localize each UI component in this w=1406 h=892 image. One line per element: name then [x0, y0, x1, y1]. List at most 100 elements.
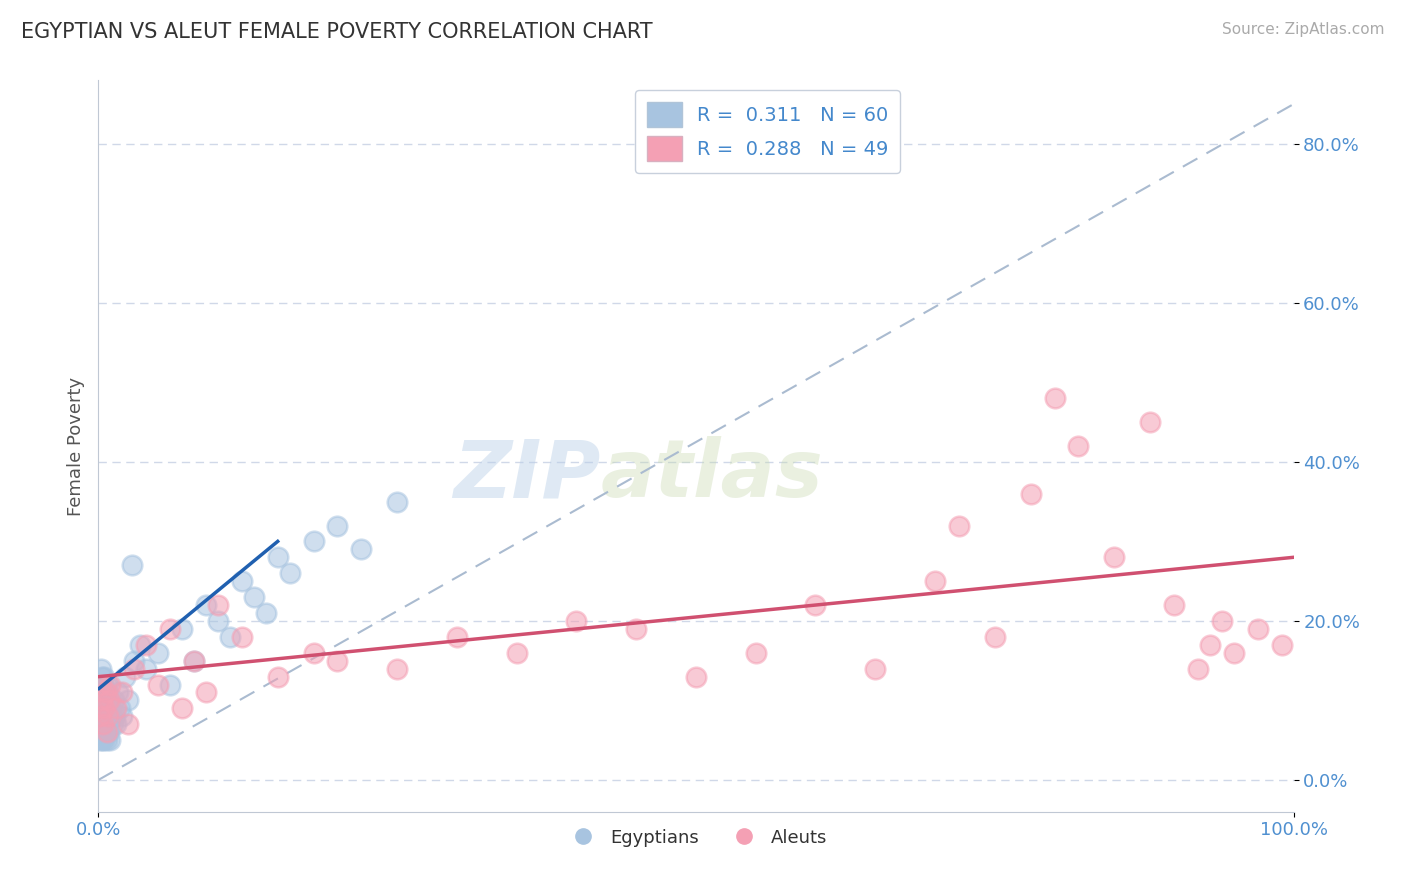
Point	[91, 717, 114, 731]
Point	[93, 717, 115, 731]
Point	[195, 598, 218, 612]
Y-axis label: Female Poverty: Female Poverty	[66, 376, 84, 516]
Point	[107, 685, 129, 699]
Point	[103, 693, 125, 707]
Point	[98, 725, 121, 739]
Point	[506, 646, 529, 660]
Point	[254, 606, 277, 620]
Point	[93, 701, 115, 715]
Point	[111, 685, 134, 699]
Point	[924, 574, 946, 589]
Point	[1043, 392, 1066, 406]
Point	[326, 654, 349, 668]
Point	[385, 494, 409, 508]
Point	[1223, 646, 1246, 660]
Point	[96, 733, 118, 747]
Point	[129, 638, 152, 652]
Text: atlas: atlas	[600, 436, 823, 515]
Point	[1104, 550, 1126, 565]
Point	[93, 733, 115, 747]
Point	[326, 518, 349, 533]
Point	[97, 685, 120, 699]
Point	[278, 566, 301, 581]
Point	[135, 638, 157, 652]
Point	[97, 717, 120, 731]
Point	[91, 669, 114, 683]
Point	[267, 550, 290, 565]
Point	[105, 701, 128, 715]
Point	[984, 630, 1007, 644]
Point	[96, 701, 118, 715]
Point	[148, 677, 170, 691]
Point	[135, 662, 157, 676]
Point	[183, 654, 205, 668]
Point	[117, 717, 139, 731]
Point	[94, 685, 117, 699]
Point	[745, 646, 768, 660]
Point	[93, 693, 115, 707]
Point	[90, 677, 112, 691]
Point	[91, 725, 114, 739]
Point	[91, 693, 114, 707]
Point	[207, 598, 229, 612]
Point	[90, 662, 112, 676]
Point	[93, 669, 115, 683]
Point	[685, 669, 707, 683]
Point	[207, 614, 229, 628]
Point	[1163, 598, 1185, 612]
Point	[195, 685, 218, 699]
Point	[97, 709, 120, 723]
Point	[1271, 638, 1294, 652]
Point	[100, 709, 122, 723]
Point	[90, 701, 112, 715]
Point	[89, 709, 111, 723]
Point	[87, 717, 110, 731]
Point	[148, 646, 170, 660]
Point	[124, 662, 146, 676]
Point	[96, 725, 118, 739]
Text: ZIP: ZIP	[453, 436, 600, 515]
Point	[111, 709, 134, 723]
Point	[90, 725, 112, 739]
Point	[948, 518, 970, 533]
Point	[804, 598, 827, 612]
Point	[91, 701, 114, 715]
Point	[90, 685, 112, 699]
Point	[98, 693, 121, 707]
Point	[91, 677, 114, 691]
Point	[89, 733, 111, 747]
Point	[89, 709, 111, 723]
Point	[172, 622, 194, 636]
Point	[89, 677, 111, 691]
Point	[91, 709, 114, 723]
Point	[98, 693, 121, 707]
Text: EGYPTIAN VS ALEUT FEMALE POVERTY CORRELATION CHART: EGYPTIAN VS ALEUT FEMALE POVERTY CORRELA…	[21, 22, 652, 42]
Point	[1139, 415, 1161, 429]
Point	[98, 701, 122, 715]
Point	[94, 685, 117, 699]
Point	[114, 669, 136, 683]
Point	[626, 622, 648, 636]
Point	[302, 534, 325, 549]
Point	[159, 677, 181, 691]
Point	[101, 717, 124, 731]
Point	[91, 733, 114, 747]
Point	[96, 677, 118, 691]
Legend: Egyptians, Aleuts: Egyptians, Aleuts	[558, 822, 834, 854]
Point	[108, 701, 131, 715]
Point	[159, 622, 181, 636]
Point	[117, 693, 139, 707]
Point	[1211, 614, 1233, 628]
Point	[104, 709, 127, 723]
Point	[121, 558, 143, 573]
Point	[1247, 622, 1270, 636]
Point	[231, 574, 253, 589]
Point	[94, 725, 117, 739]
Point	[98, 733, 122, 747]
Point	[565, 614, 588, 628]
Point	[385, 662, 409, 676]
Point	[1199, 638, 1222, 652]
Point	[231, 630, 253, 644]
Point	[183, 654, 205, 668]
Point	[350, 542, 373, 557]
